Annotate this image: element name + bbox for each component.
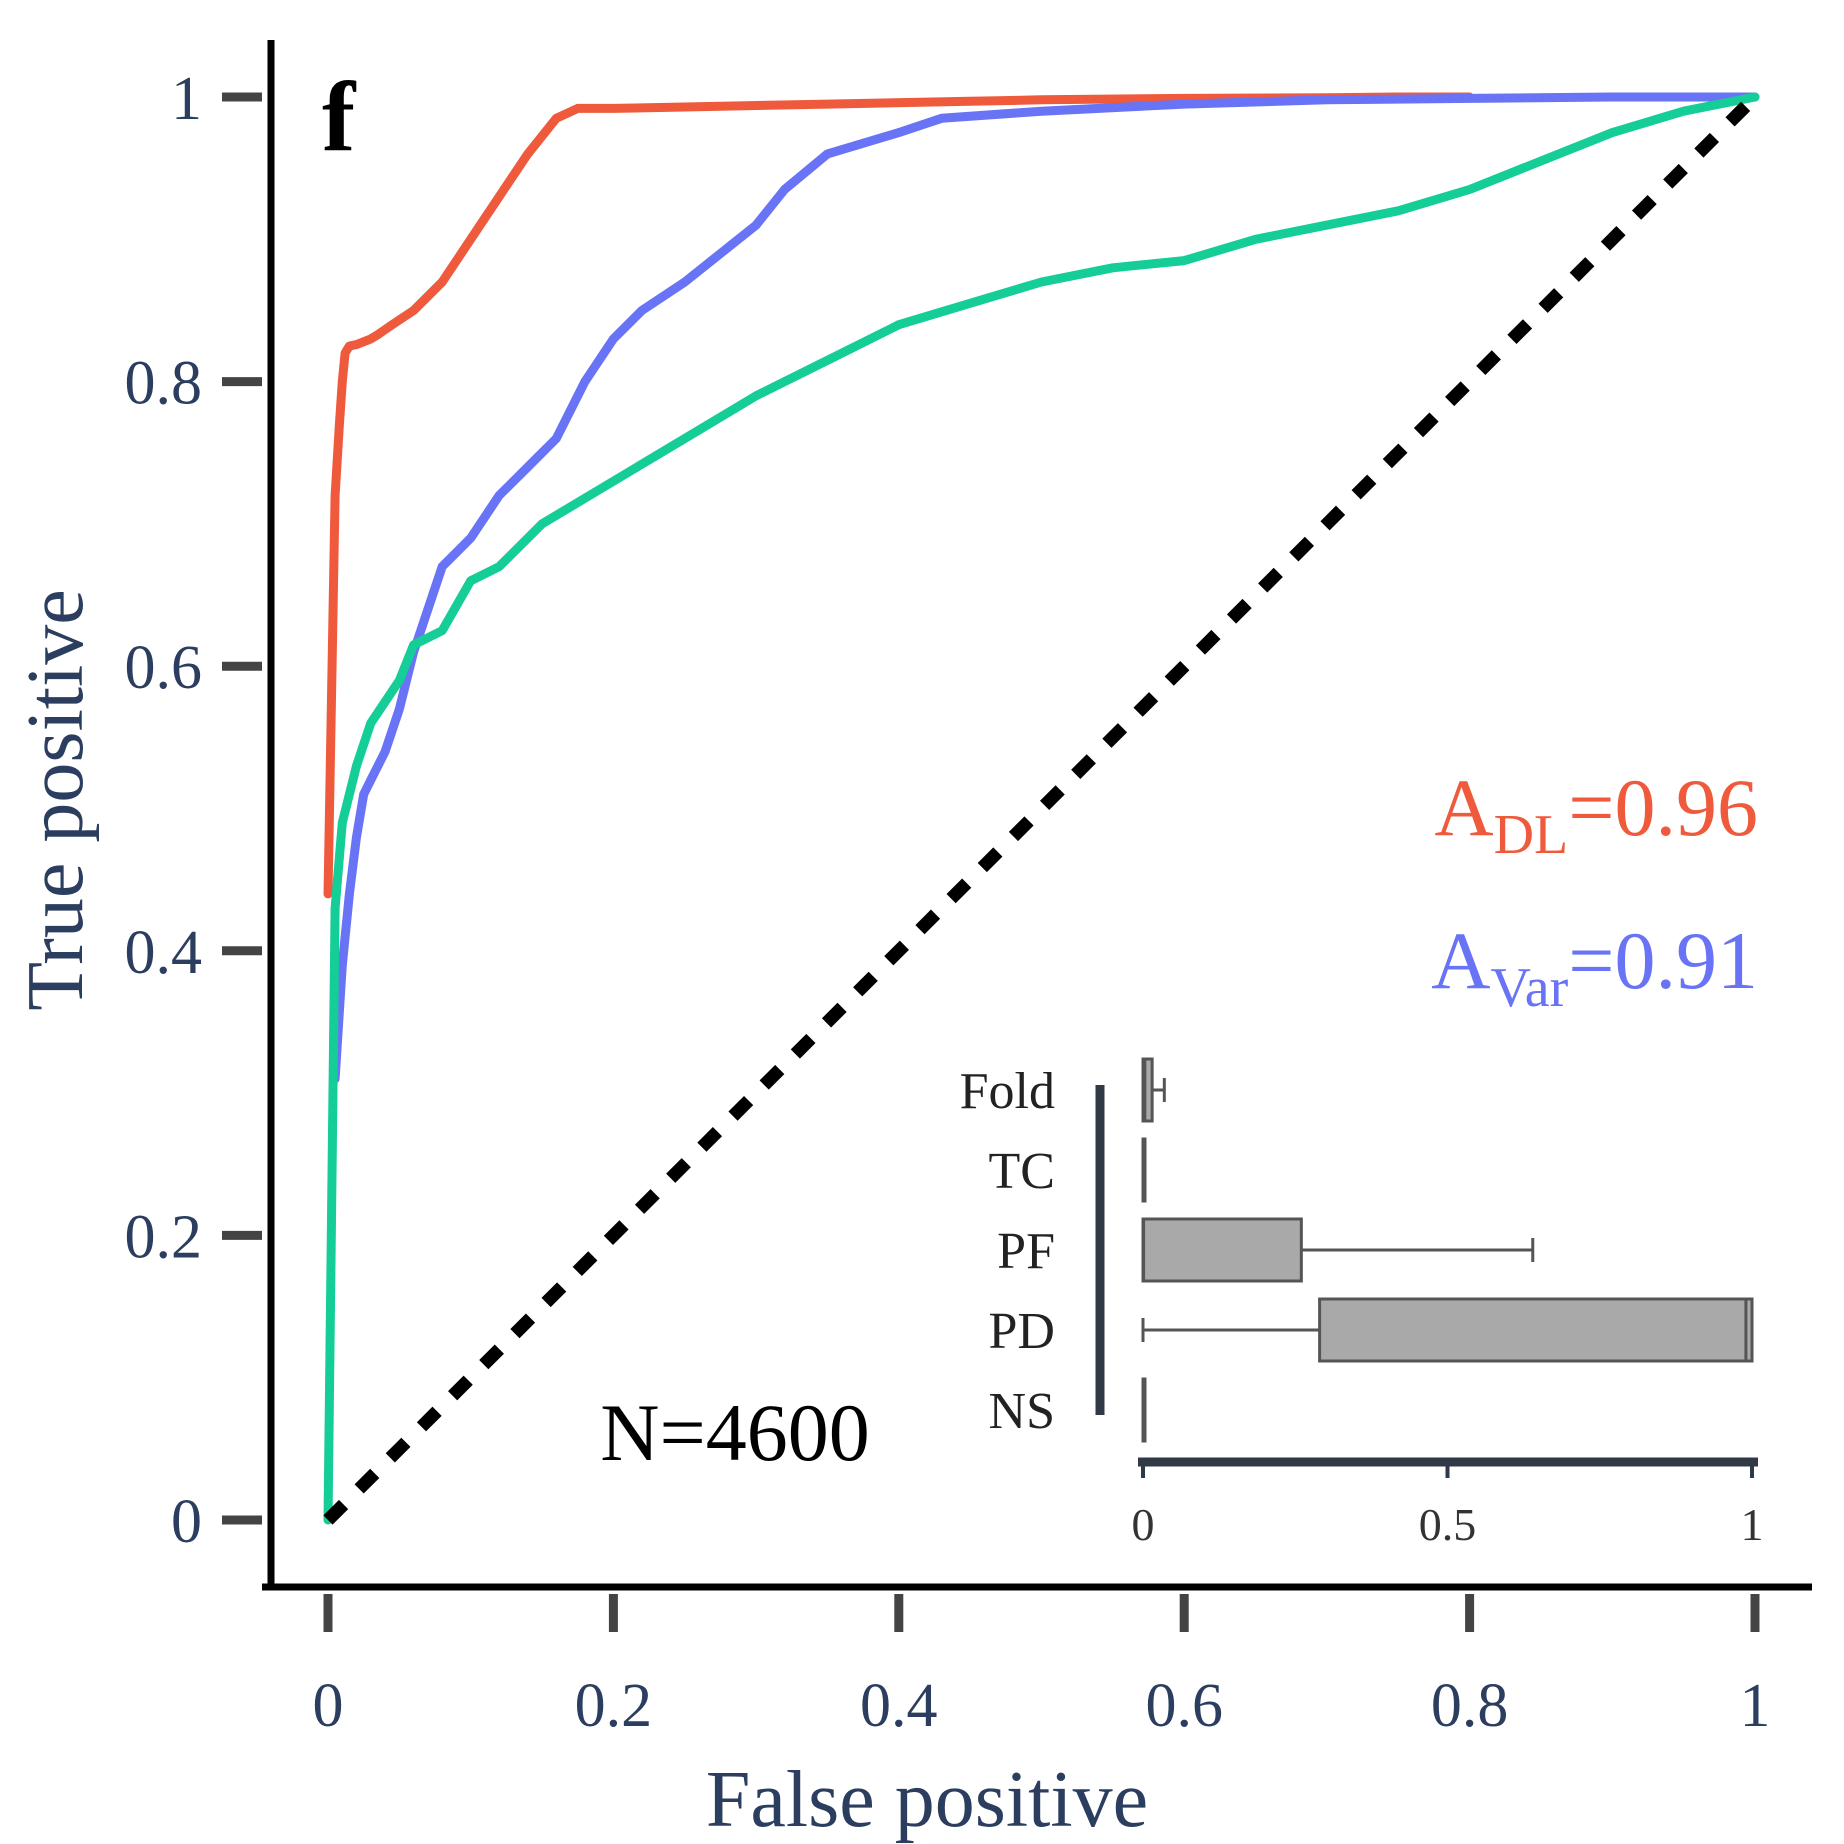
inset-box bbox=[1141, 1057, 1154, 1123]
inset-box bbox=[1141, 1217, 1303, 1283]
roc-line-dl bbox=[323, 92, 1475, 899]
inset-x-tick-label: 1 bbox=[1741, 1499, 1764, 1550]
inset-box bbox=[1318, 1297, 1754, 1363]
inset-category-label: Fold bbox=[960, 1063, 1055, 1120]
y-tick-label: 0.4 bbox=[125, 919, 203, 987]
y-axis-title: True positive bbox=[12, 589, 100, 1011]
roc-line-var bbox=[330, 92, 1760, 1084]
auc-dl-subscript: DL bbox=[1494, 804, 1569, 866]
inset-category-label: TC bbox=[989, 1143, 1055, 1200]
auc-dl-letter: A bbox=[1434, 762, 1493, 853]
inset-boxplot: 0 0.5 1 Fold TC PF PD NS bbox=[960, 1057, 1764, 1550]
x-axis-title: False positive bbox=[706, 1756, 1148, 1844]
sample-size-label: N=4600 bbox=[600, 1387, 869, 1478]
y-tick-label: 0 bbox=[171, 1488, 202, 1556]
panel-letter: f bbox=[322, 61, 357, 172]
x-tick-label: 0.6 bbox=[1145, 1672, 1223, 1740]
auc-dl-annotation: ADL=0.96 bbox=[1434, 762, 1758, 866]
inset-category-label: PF bbox=[997, 1223, 1055, 1280]
y-tick-label: 0.8 bbox=[125, 350, 203, 418]
auc-var-value: =0.91 bbox=[1568, 915, 1758, 1006]
inset-category-label: NS bbox=[989, 1383, 1055, 1440]
inset-category-label: PD bbox=[989, 1303, 1055, 1360]
auc-var-annotation: AVar=0.91 bbox=[1431, 915, 1758, 1019]
y-tick-label: 0.2 bbox=[125, 1203, 203, 1271]
chance-diagonal bbox=[323, 92, 1760, 1525]
roc-line-third bbox=[323, 92, 1760, 1525]
y-tick-label: 1 bbox=[171, 65, 202, 133]
auc-var-letter: A bbox=[1431, 915, 1490, 1006]
x-tick-label: 0.8 bbox=[1431, 1672, 1509, 1740]
x-tick-label: 1 bbox=[1740, 1672, 1771, 1740]
auc-var-subscript: Var bbox=[1491, 957, 1569, 1019]
y-tick-label: 0.6 bbox=[125, 634, 203, 702]
inset-x-tick-label: 0 bbox=[1132, 1499, 1155, 1550]
plot-lines bbox=[323, 92, 1760, 1525]
inset-x-tick-label: 0.5 bbox=[1419, 1499, 1477, 1550]
x-tick-label: 0.4 bbox=[860, 1672, 938, 1740]
auc-dl-value: =0.96 bbox=[1568, 762, 1758, 853]
y-axis: 0 0.2 0.4 0.6 0.8 1 bbox=[125, 40, 275, 1588]
x-axis: 0 0.2 0.4 0.6 0.8 1 bbox=[262, 1583, 1812, 1740]
x-tick-label: 0.2 bbox=[575, 1672, 653, 1740]
x-tick-label: 0 bbox=[313, 1672, 344, 1740]
